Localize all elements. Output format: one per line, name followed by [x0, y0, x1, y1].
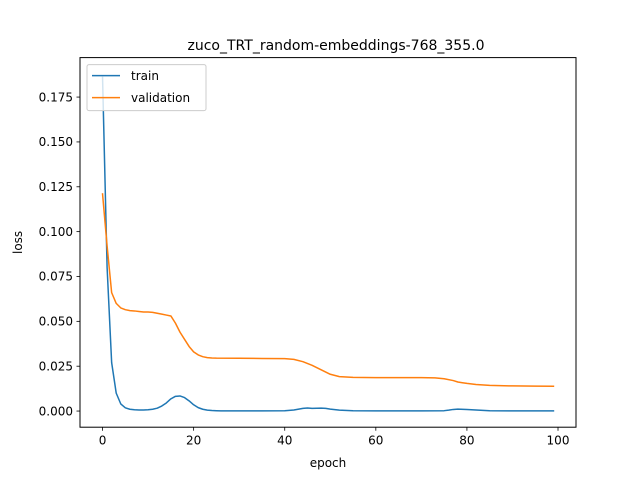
y-tick-label: 0.125: [39, 180, 73, 194]
series-line-validation: [101, 193, 555, 388]
x-axis: 0 20 40 60 80 100: [99, 427, 570, 448]
y-tick-label: 0.075: [39, 270, 73, 284]
y-tick-label: 0.100: [39, 225, 73, 239]
y-tick-label: 0.050: [39, 315, 73, 329]
x-tick-label: 20: [186, 434, 201, 448]
legend-label-validation: validation: [131, 91, 190, 105]
x-tick-label: 40: [277, 434, 292, 448]
y-axis-label: loss: [11, 231, 25, 254]
y-axis: 0.000 0.025 0.050 0.075 0.100 0.125 0.150 0.175: [39, 90, 80, 418]
x-axis-label: epoch: [310, 456, 347, 470]
x-tick-label: 60: [368, 434, 383, 448]
y-tick-label: 0.150: [39, 135, 73, 149]
x-tick-label: 0: [99, 434, 107, 448]
legend: train validation: [86, 64, 207, 112]
plot-frame: [79, 57, 577, 428]
legend-label-train: train: [131, 69, 159, 83]
y-tick-label: 0.025: [39, 359, 73, 373]
chart-title: zuco_TRT_random-embeddings-768_355.0: [188, 38, 485, 54]
series-line-train: [101, 76, 555, 412]
y-tick-label: 0.000: [39, 404, 73, 418]
series-layer: [101, 76, 555, 412]
x-tick-label: 100: [547, 434, 570, 448]
y-tick-label: 0.175: [39, 90, 73, 104]
x-tick-label: 80: [459, 434, 474, 448]
